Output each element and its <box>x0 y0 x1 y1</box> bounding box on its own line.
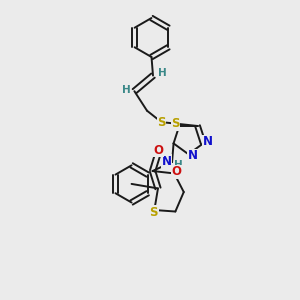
Text: N: N <box>203 135 213 148</box>
Text: H: H <box>122 85 130 95</box>
Text: N: N <box>188 149 198 162</box>
Text: O: O <box>172 165 182 178</box>
Text: H: H <box>174 160 183 170</box>
Text: S: S <box>157 116 166 129</box>
Text: O: O <box>154 143 164 157</box>
Text: S: S <box>149 206 158 219</box>
Text: N: N <box>162 155 172 168</box>
Text: H: H <box>158 68 166 78</box>
Text: S: S <box>171 117 180 130</box>
